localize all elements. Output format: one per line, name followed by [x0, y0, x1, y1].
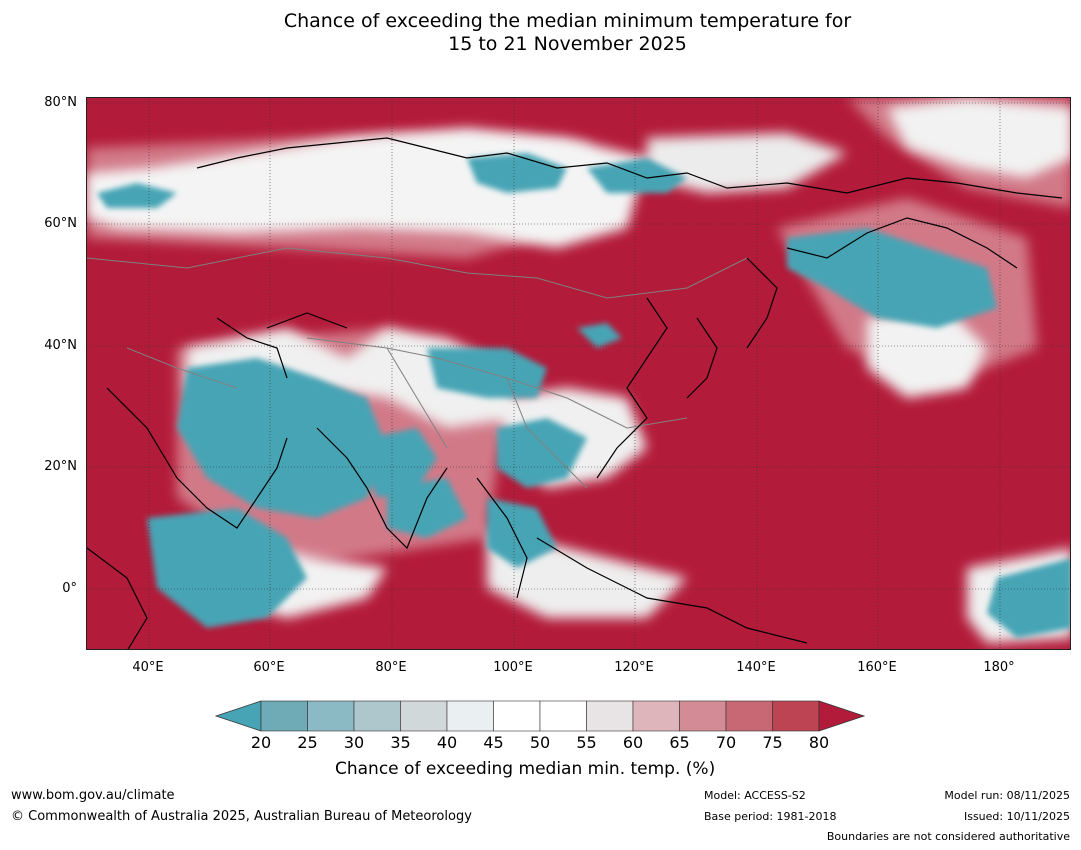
colorbar-tick: 65	[669, 733, 690, 752]
colorbar-tick: 60	[622, 733, 644, 752]
title-line-1: Chance of exceeding the median minimum t…	[283, 10, 852, 32]
colorbar	[214, 700, 866, 732]
colorbar-label: Chance of exceeding median min. temp. (%…	[335, 759, 716, 779]
lat-label-60n: 60°N	[44, 216, 77, 231]
lon-label-140e: 140°E	[736, 660, 776, 675]
lat-label-20n: 20°N	[44, 459, 77, 474]
colorbar-bin	[400, 700, 448, 732]
colorbar-bin	[632, 700, 680, 732]
colorbar-tick: 30	[343, 733, 365, 752]
lat-label-40n: 40°N	[44, 338, 77, 353]
colorbar-bin	[679, 700, 727, 732]
copyright-text: © Commonwealth of Australia 2025, Austra…	[11, 809, 472, 824]
lon-label-100e: 100°E	[493, 660, 533, 675]
colorbar-tick: 40	[436, 733, 458, 752]
base-period-text: Base period: 1981-2018	[704, 810, 837, 823]
colorbar-low-arrow	[214, 700, 262, 732]
colorbar-bin	[307, 700, 355, 732]
colorbar-bin	[586, 700, 634, 732]
bom-website-link[interactable]: www.bom.gov.au/climate	[11, 788, 175, 803]
lon-label-40e: 40°E	[132, 660, 164, 675]
lat-label-80n: 80°N	[44, 95, 77, 110]
colorbar-tick: 45	[483, 733, 504, 752]
colorbar-bin	[446, 700, 494, 732]
colorbar-tick: 70	[715, 733, 737, 752]
low-probability-areas	[97, 153, 1070, 638]
model-run-text: Model run: 08/11/2025	[944, 789, 1070, 802]
lat-label-0: 0°	[62, 581, 77, 596]
issued-text: Issued: 10/11/2025	[963, 810, 1070, 823]
colorbar-tick: 75	[762, 733, 783, 752]
colorbar-high-arrow	[818, 700, 866, 732]
colorbar-bin	[353, 700, 401, 732]
colorbar-bin	[539, 700, 587, 732]
map-canvas	[87, 98, 1070, 649]
country-borders	[87, 247, 748, 489]
coastlines	[87, 137, 1063, 649]
colorbar-tick: 55	[576, 733, 597, 752]
map-title: Chance of exceeding the median minimum t…	[0, 10, 1081, 56]
colorbar-bin	[260, 700, 308, 732]
probability-map	[86, 97, 1071, 650]
graticule	[87, 98, 1070, 649]
lon-label-60e: 60°E	[253, 660, 285, 675]
colorbar-tick: 25	[297, 733, 318, 752]
lon-label-80e: 80°E	[375, 660, 407, 675]
colorbar-tick: 80	[808, 733, 830, 752]
lon-label-160e: 160°E	[857, 660, 897, 675]
lon-label-120e: 120°E	[614, 660, 654, 675]
colorbar-bin	[493, 700, 541, 732]
colorbar-bin	[772, 700, 820, 732]
boundaries-disclaimer: Boundaries are not considered authoritat…	[826, 830, 1070, 843]
colorbar-tick: 20	[250, 733, 272, 752]
colorbar-tick: 50	[529, 733, 551, 752]
model-text: Model: ACCESS-S2	[704, 789, 806, 802]
colorbar-bin	[725, 700, 773, 732]
colorbar-tick: 35	[390, 733, 411, 752]
lon-label-180: 180°	[983, 660, 1015, 675]
title-line-2: 15 to 21 November 2025	[448, 33, 687, 55]
